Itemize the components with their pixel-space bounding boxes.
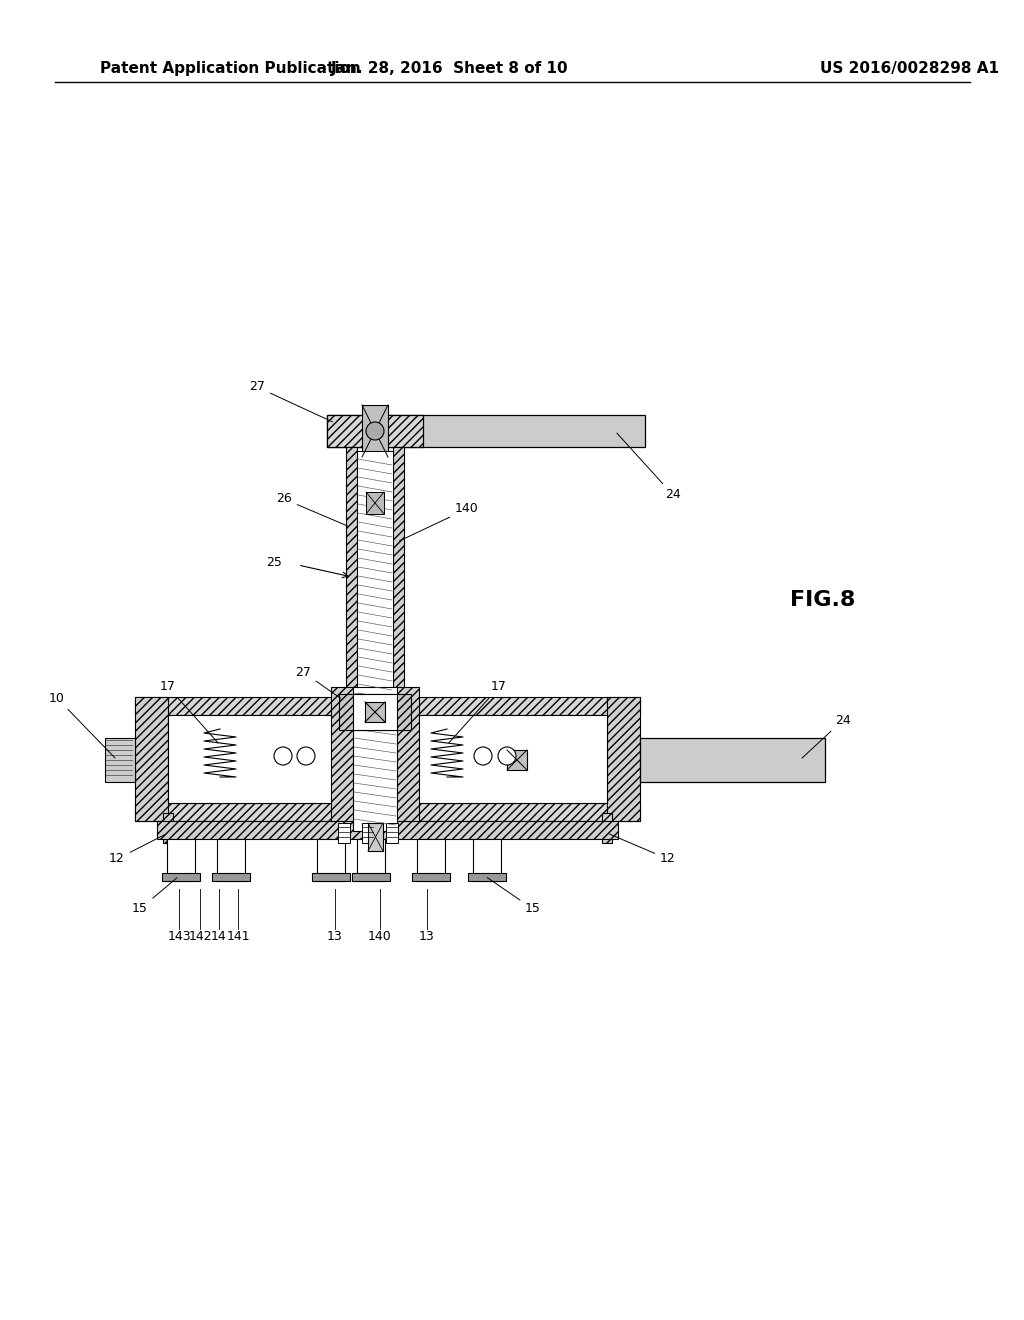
Bar [357, 840, 385, 880]
Text: 26: 26 [276, 492, 347, 525]
Bar [105, 738, 135, 781]
Bar [331, 686, 419, 832]
Text: 12: 12 [609, 834, 676, 866]
Bar [212, 873, 250, 880]
Bar [368, 822, 383, 851]
Text: 12: 12 [110, 834, 166, 866]
Bar [366, 492, 384, 513]
Text: 142: 142 [188, 929, 212, 942]
Bar [317, 840, 345, 880]
Text: 25: 25 [266, 557, 282, 569]
Bar [327, 414, 645, 447]
Text: US 2016/0028298 A1: US 2016/0028298 A1 [820, 61, 999, 75]
Text: 13: 13 [327, 929, 343, 942]
Text: 17: 17 [449, 681, 507, 743]
Text: FIG.8: FIG.8 [790, 590, 855, 610]
Bar [412, 873, 450, 880]
Text: Jan. 28, 2016  Sheet 8 of 10: Jan. 28, 2016 Sheet 8 of 10 [331, 61, 568, 75]
Bar [312, 873, 350, 880]
Circle shape [474, 747, 492, 766]
Text: 15: 15 [487, 878, 541, 916]
Text: 24: 24 [802, 714, 851, 758]
Text: 17: 17 [160, 681, 218, 743]
Bar [338, 822, 350, 843]
Bar [135, 697, 640, 715]
Text: 10: 10 [49, 692, 115, 758]
Bar [607, 697, 640, 821]
Bar [473, 840, 501, 880]
Circle shape [366, 422, 384, 440]
Bar [640, 738, 825, 781]
Text: 24: 24 [616, 433, 681, 502]
Bar [353, 686, 397, 832]
Bar [346, 447, 357, 711]
Text: 143: 143 [167, 929, 190, 942]
Bar [352, 873, 390, 880]
Bar [167, 840, 195, 880]
Circle shape [297, 747, 315, 766]
Bar [417, 840, 445, 880]
Bar [339, 694, 411, 730]
Text: 140: 140 [368, 929, 392, 942]
Bar [386, 822, 398, 843]
Text: 15: 15 [132, 878, 177, 916]
Text: 14: 14 [211, 929, 227, 942]
Circle shape [274, 747, 292, 766]
Circle shape [498, 747, 516, 766]
Bar [157, 821, 618, 840]
Bar [602, 813, 612, 843]
Bar [362, 405, 388, 457]
Bar [327, 414, 423, 447]
Text: 27: 27 [295, 665, 341, 698]
Bar [357, 451, 393, 711]
Bar [217, 840, 245, 880]
Bar [135, 697, 168, 821]
Bar [135, 803, 640, 821]
Bar [353, 694, 397, 730]
Text: Patent Application Publication: Patent Application Publication [100, 61, 360, 75]
Text: 13: 13 [419, 929, 435, 942]
Bar [168, 715, 607, 803]
Bar [507, 750, 527, 770]
Bar [162, 873, 200, 880]
Text: 27: 27 [249, 380, 333, 422]
Text: 141: 141 [226, 929, 250, 942]
Bar [362, 822, 374, 843]
Bar [393, 447, 404, 711]
Bar [365, 702, 385, 722]
Text: 140: 140 [399, 503, 479, 541]
Bar [468, 873, 506, 880]
Bar [163, 813, 173, 843]
